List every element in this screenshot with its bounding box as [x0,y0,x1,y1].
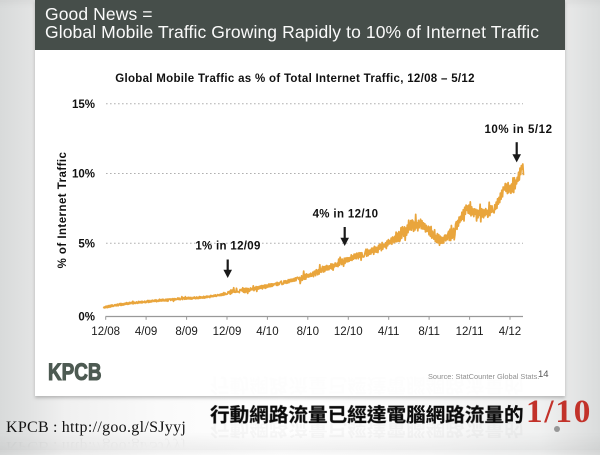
svg-text:4/09: 4/09 [135,326,157,338]
svg-text:8/09: 8/09 [175,326,197,338]
svg-text:4/11: 4/11 [378,326,400,338]
svg-text:10%: 10% [72,169,95,181]
svg-text:0%: 0% [78,312,95,324]
svg-text:8/10: 8/10 [297,326,319,338]
svg-text:Global Mobile Traffic as % of: Global Mobile Traffic as % of Total Inte… [115,73,475,85]
svg-text:4/10: 4/10 [256,326,278,338]
svg-text:8/11: 8/11 [418,326,440,338]
svg-text:5%: 5% [78,238,95,250]
svg-text:1% in 12/09: 1% in 12/09 [195,241,260,253]
svg-text:12/08: 12/08 [91,326,120,338]
svg-text:15%: 15% [72,99,95,111]
svg-text:12/10: 12/10 [334,326,363,338]
svg-text:12/09: 12/09 [213,326,242,338]
svg-text:12/11: 12/11 [456,326,484,338]
svg-text:10% in 5/12: 10% in 5/12 [484,124,552,136]
svg-text:4% in 12/10: 4% in 12/10 [313,209,379,221]
svg-text:% of Internet Traffic: % of Internet Traffic [57,151,69,268]
svg-text:4/12: 4/12 [499,326,521,338]
